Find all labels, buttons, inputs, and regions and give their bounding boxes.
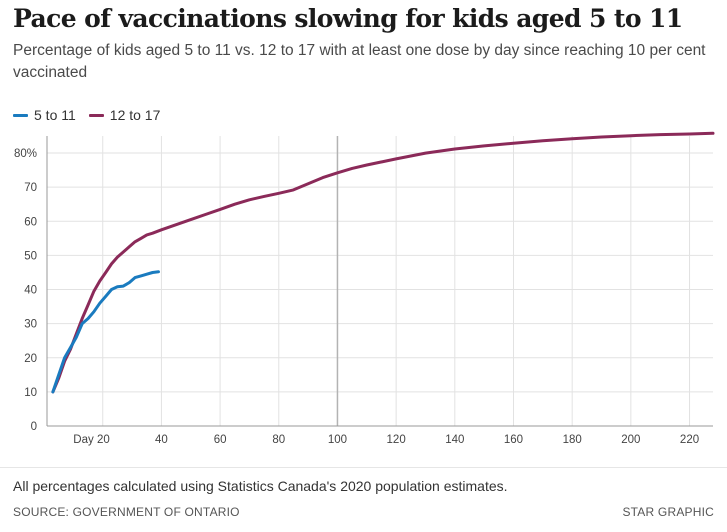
legend-label-5-to-11: 5 to 11 [34,107,76,123]
legend-swatch-5-to-11 [13,113,28,117]
legend-swatch-12-to-17 [88,113,104,117]
x-tick-label: 200 [621,434,640,446]
y-tick-label: 50 [24,250,37,262]
legend: 5 to 11 12 to 17 [13,105,173,125]
graphic-credit: STAR GRAPHIC [622,505,714,519]
x-tick-label: 100 [328,434,347,446]
legend-item-5-to-11: 5 to 11 [13,107,76,123]
footnote: All percentages calculated using Statist… [13,478,508,494]
x-tick-label: 60 [214,434,227,446]
x-tick-label: 160 [504,434,523,446]
series-line-12-to-17 [51,131,715,394]
legend-label-12-to-17: 12 to 17 [109,107,161,123]
x-tick-label: 140 [445,434,464,446]
x-tick-label: 80 [272,434,285,446]
series-line-5-to-11 [51,270,160,394]
y-tick-label: 70 [24,182,37,194]
y-tick-label: 30 [24,319,37,331]
y-tick-label: 40 [24,285,37,297]
chart-subtitle: Percentage of kids aged 5 to 11 vs. 12 t… [13,42,706,81]
line-chart: 0 10 20 30 40 50 60 70 80% Day 20 40 60 80 100 120 140 1… [14,131,715,446]
source-credit: SOURCE: GOVERNMENT OF ONTARIO [13,505,240,519]
legend-item-12-to-17: 12 to 17 [88,107,161,123]
x-tick-label: 40 [155,434,168,446]
x-tick-label: 220 [680,434,699,446]
x-tick-label: 180 [563,434,582,446]
y-tick-label: 60 [24,216,37,228]
x-tick-label: 120 [387,434,406,446]
footer-divider [0,467,727,468]
y-tick-label: 20 [24,353,37,365]
y-tick-label: 10 [24,387,37,399]
y-tick-label: 80% [14,148,37,160]
chart-title: Pace of vaccinations slowing for kids ag… [13,4,683,33]
y-tick-label: 0 [31,421,37,433]
x-tick-label: Day 20 [73,434,109,446]
